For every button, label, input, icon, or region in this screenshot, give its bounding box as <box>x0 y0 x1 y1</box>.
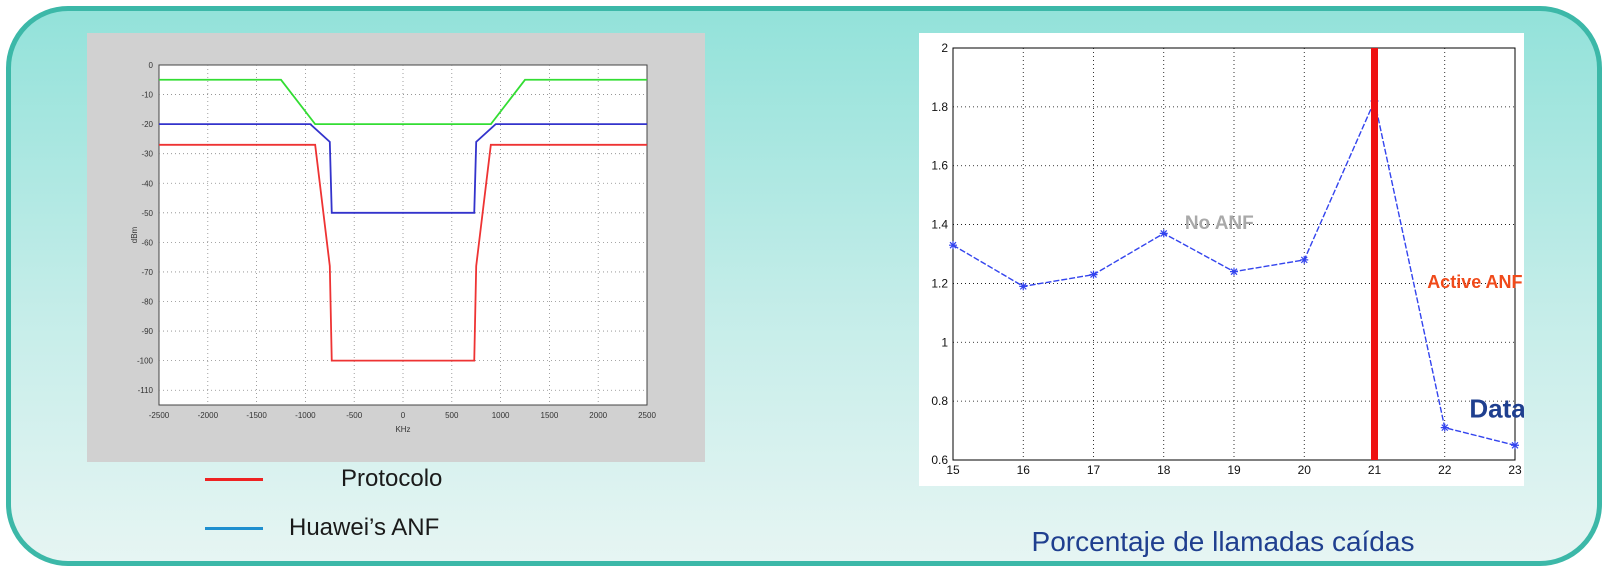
y-tick-label: -10 <box>141 91 153 100</box>
y-tick-label: 1 <box>941 335 948 349</box>
legend-item-protocolo: Protocolo <box>205 465 442 493</box>
y-tick-label: -40 <box>141 179 153 188</box>
x-tick-label: -500 <box>346 411 363 420</box>
x-tick-label: 500 <box>445 411 459 420</box>
y-tick-label: 1.4 <box>931 218 948 232</box>
x-tick-label: 16 <box>1017 463 1031 477</box>
x-tick-label: 1500 <box>541 411 559 420</box>
y-tick-label: -90 <box>141 327 153 336</box>
legend-item-huawei-anf: Huawei’s ANF <box>205 514 439 542</box>
y-tick-label: 1.2 <box>931 276 948 290</box>
legend-label-protocolo: Protocolo <box>341 465 443 492</box>
y-tick-label: -100 <box>137 357 154 366</box>
mask-series-line <box>159 78 647 126</box>
annotation-no-anf: No ANF <box>1185 213 1254 234</box>
x-tick-label: 19 <box>1227 463 1241 477</box>
plot-area <box>952 47 1516 461</box>
x-tick-label: -1500 <box>246 411 267 420</box>
y-tick-label: 0.8 <box>931 394 948 408</box>
x-tick-label: 17 <box>1087 463 1101 477</box>
y-tick-label: -80 <box>141 298 153 307</box>
legend-swatch-protocolo <box>205 477 263 481</box>
chart-caption: Porcentaje de llamadas caídas <box>1031 526 1415 557</box>
x-tick-label: 18 <box>1157 463 1171 477</box>
x-tick-label: 2000 <box>589 411 607 420</box>
x-axis-label: KHz <box>395 425 410 434</box>
mask-series-line <box>159 143 647 362</box>
y-tick-label: 0 <box>149 61 154 70</box>
x-tick-label: -2000 <box>198 411 219 420</box>
y-tick-label: -60 <box>141 238 153 247</box>
mask-series-line <box>159 123 647 214</box>
dropped-calls-chart-svg: 15 16 17 18 19 20 21 22 23 0.6 0.8 1 1.2 1.4 1.6 1.8 2 No… <box>931 41 1526 477</box>
x-tick-label: -1000 <box>295 411 316 420</box>
filter-mask-chart: -2500 -2000 -1500 -1000 -500 0 500 1000 1500 2000… <box>87 33 705 462</box>
data-point-marker <box>1019 282 1028 291</box>
y-tick-label: -30 <box>141 150 153 159</box>
data-point-marker <box>1300 255 1309 264</box>
x-tick-label: 23 <box>1508 463 1522 477</box>
y-tick-label: -50 <box>141 209 153 218</box>
x-tick-label: 15 <box>946 463 960 477</box>
data-point-marker <box>1440 423 1449 432</box>
y-tick-label: -110 <box>138 386 154 395</box>
x-tick-label: 22 <box>1438 463 1452 477</box>
legend-swatch-huawei-anf <box>205 526 263 530</box>
x-tick-label: 21 <box>1368 463 1382 477</box>
y-tick-label: 1.8 <box>931 100 948 114</box>
y-tick-label: 1.6 <box>931 159 948 173</box>
y-tick-label: -70 <box>141 268 153 277</box>
annotation-active-anf: Active ANF <box>1427 272 1522 292</box>
x-tick-label: 2500 <box>638 411 656 420</box>
data-point-marker <box>1511 441 1519 450</box>
data-point-marker <box>1089 270 1098 279</box>
x-tick-label: 0 <box>401 411 406 420</box>
x-tick-label: 1000 <box>492 411 510 420</box>
y-axis-label: dBm <box>130 226 139 243</box>
annotation-data: Data <box>1469 393 1524 423</box>
dropped-calls-chart: 15 16 17 18 19 20 21 22 23 0.6 0.8 1 1.2 1.4 1.6 1.8 2 No… <box>919 33 1526 486</box>
y-tick-label: 0.6 <box>931 453 948 467</box>
x-tick-label: -2500 <box>149 411 170 420</box>
data-point-marker <box>1159 229 1168 238</box>
y-tick-label: 2 <box>941 41 948 55</box>
x-tick-label: 20 <box>1298 463 1312 477</box>
y-tick-label: -20 <box>141 120 153 129</box>
data-point-marker <box>1230 267 1238 276</box>
filter-mask-chart-svg: -2500 -2000 -1500 -1000 -500 0 500 1000 1500 2000… <box>130 61 656 434</box>
data-point-marker <box>949 241 957 250</box>
legend-label-huawei-anf: Huawei’s ANF <box>289 514 440 541</box>
